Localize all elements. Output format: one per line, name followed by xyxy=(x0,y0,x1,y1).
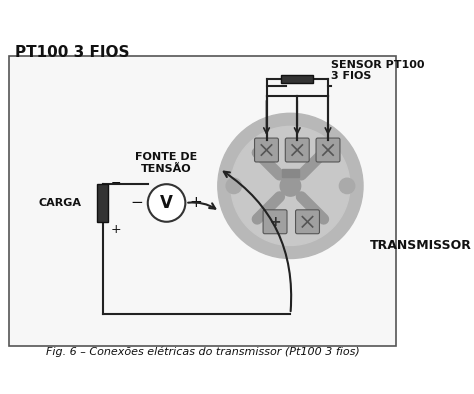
FancyBboxPatch shape xyxy=(316,138,340,162)
Text: PT100 3 FIOS: PT100 3 FIOS xyxy=(15,45,130,60)
Text: −: − xyxy=(111,177,121,190)
Text: +: + xyxy=(190,195,202,210)
FancyBboxPatch shape xyxy=(255,138,278,162)
Bar xyxy=(281,75,313,84)
FancyBboxPatch shape xyxy=(9,56,396,346)
Text: −: − xyxy=(131,195,144,210)
Circle shape xyxy=(339,178,355,193)
Text: FONTE DE
TENSÃO: FONTE DE TENSÃO xyxy=(136,152,198,174)
Text: CARGA: CARGA xyxy=(38,198,81,208)
Bar xyxy=(282,169,299,177)
Text: V: V xyxy=(160,194,173,212)
Text: +: + xyxy=(111,223,122,236)
Text: SENSOR PT100
3 FIOS: SENSOR PT100 3 FIOS xyxy=(331,60,425,82)
Bar xyxy=(97,184,108,222)
Text: Fig. 6 – Conexões elétricas do transmissor (Pt100 3 fios): Fig. 6 – Conexões elétricas do transmiss… xyxy=(46,346,359,357)
Circle shape xyxy=(280,176,301,196)
Circle shape xyxy=(231,126,350,245)
Circle shape xyxy=(148,184,185,222)
FancyBboxPatch shape xyxy=(285,138,309,162)
Text: TRANSMISSOR: TRANSMISSOR xyxy=(370,239,472,252)
FancyBboxPatch shape xyxy=(263,210,287,234)
Text: +: + xyxy=(269,215,281,229)
Circle shape xyxy=(218,113,363,258)
Circle shape xyxy=(226,178,241,193)
FancyBboxPatch shape xyxy=(296,210,319,234)
